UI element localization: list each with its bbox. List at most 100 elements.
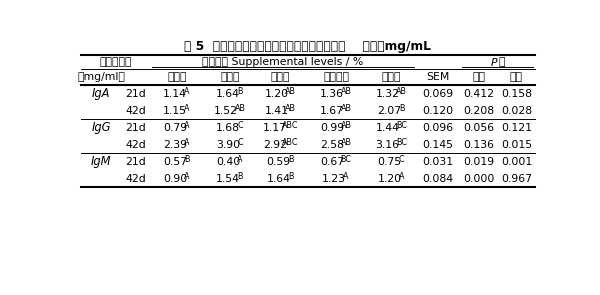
Text: 1.20: 1.20	[377, 174, 401, 183]
Text: IgG: IgG	[92, 121, 111, 134]
Text: 0.069: 0.069	[422, 89, 454, 99]
Text: AB: AB	[285, 87, 296, 96]
Text: B: B	[288, 172, 293, 181]
Text: B: B	[238, 172, 243, 181]
Text: 0.67: 0.67	[320, 157, 344, 167]
Text: C: C	[238, 121, 243, 130]
Text: AB: AB	[396, 87, 407, 96]
Text: 二次: 二次	[510, 72, 523, 82]
Text: 1.15: 1.15	[163, 106, 187, 116]
Text: AB: AB	[341, 87, 352, 96]
Text: A: A	[184, 121, 190, 130]
Text: 0.158: 0.158	[501, 89, 532, 99]
Text: 1.64: 1.64	[266, 174, 290, 183]
Text: 较高剂量: 较高剂量	[323, 72, 349, 82]
Text: AB: AB	[341, 104, 352, 113]
Text: 免疫球蛋白: 免疫球蛋白	[99, 57, 131, 67]
Text: A: A	[184, 104, 190, 113]
Text: BC: BC	[396, 121, 407, 130]
Text: 高剂量: 高剂量	[382, 72, 401, 82]
Text: 1.32: 1.32	[376, 89, 400, 99]
Text: 1.36: 1.36	[320, 89, 344, 99]
Text: 0.121: 0.121	[501, 123, 532, 133]
Text: 0.120: 0.120	[422, 106, 454, 116]
Text: 添加水平 Supplemental levels / %: 添加水平 Supplemental levels / %	[202, 57, 364, 67]
Text: 0.208: 0.208	[463, 106, 494, 116]
Text: B: B	[399, 104, 404, 113]
Text: 0.79: 0.79	[163, 123, 187, 133]
Text: B: B	[288, 155, 293, 164]
Text: 表 5  葛根总黄酮对肉鸡血清免疫球蛋白的影响    单位：mg/mL: 表 5 葛根总黄酮对肉鸡血清免疫球蛋白的影响 单位：mg/mL	[184, 40, 431, 53]
Text: BC: BC	[341, 155, 352, 164]
Text: SEM: SEM	[427, 72, 450, 82]
Text: 0.967: 0.967	[501, 174, 532, 183]
Text: 1.17: 1.17	[263, 123, 287, 133]
Text: 0.028: 0.028	[501, 106, 532, 116]
Text: 2.92: 2.92	[263, 140, 287, 150]
Text: 1.64: 1.64	[216, 89, 240, 99]
Text: 0.136: 0.136	[463, 140, 494, 150]
Text: 21d: 21d	[125, 89, 146, 99]
Text: 0.084: 0.084	[422, 174, 454, 183]
Text: A: A	[184, 138, 190, 147]
Text: 0.90: 0.90	[163, 174, 187, 183]
Text: BC: BC	[396, 138, 407, 147]
Text: 1.44: 1.44	[376, 123, 400, 133]
Text: AB: AB	[341, 121, 352, 130]
Text: 0.056: 0.056	[463, 123, 494, 133]
Text: 2.39: 2.39	[163, 140, 187, 150]
Text: 0.031: 0.031	[422, 157, 454, 167]
Text: 2.07: 2.07	[377, 106, 401, 116]
Text: 0.412: 0.412	[463, 89, 494, 99]
Text: C: C	[399, 155, 404, 164]
Text: A: A	[399, 172, 404, 181]
Text: A: A	[184, 87, 190, 96]
Text: 0.096: 0.096	[422, 123, 454, 133]
Text: 42d: 42d	[125, 174, 146, 183]
Text: 0.75: 0.75	[377, 157, 401, 167]
Text: AB: AB	[341, 138, 352, 147]
Text: 1.52: 1.52	[214, 106, 238, 116]
Text: A: A	[184, 172, 190, 181]
Text: IgA: IgA	[92, 87, 110, 100]
Text: （mg/ml）: （mg/ml）	[77, 72, 125, 82]
Text: 0.015: 0.015	[501, 140, 532, 150]
Text: AB: AB	[285, 104, 296, 113]
Text: 2.58: 2.58	[320, 140, 344, 150]
Text: 1.23: 1.23	[322, 174, 346, 183]
Text: 42d: 42d	[125, 106, 146, 116]
Text: 1.14: 1.14	[163, 89, 187, 99]
Text: C: C	[238, 138, 243, 147]
Text: A: A	[343, 172, 349, 181]
Text: 1.20: 1.20	[265, 89, 289, 99]
Text: ABC: ABC	[283, 138, 299, 147]
Text: 0.40: 0.40	[216, 157, 240, 167]
Text: 3.90: 3.90	[216, 140, 240, 150]
Text: 0.57: 0.57	[163, 157, 187, 167]
Text: 0.001: 0.001	[501, 157, 532, 167]
Text: 21d: 21d	[125, 157, 146, 167]
Text: 0.000: 0.000	[463, 174, 494, 183]
Text: $P$: $P$	[490, 55, 499, 68]
Text: 0.019: 0.019	[463, 157, 494, 167]
Text: 1.68: 1.68	[216, 123, 240, 133]
Text: B: B	[238, 87, 243, 96]
Text: 低剂量: 低剂量	[220, 72, 240, 82]
Text: B: B	[184, 155, 190, 164]
Text: 1.67: 1.67	[320, 106, 344, 116]
Text: A: A	[238, 155, 243, 164]
Text: 0.59: 0.59	[266, 157, 290, 167]
Text: 对照组: 对照组	[167, 72, 187, 82]
Text: 42d: 42d	[125, 140, 146, 150]
Text: 0.99: 0.99	[320, 123, 344, 133]
Text: AB: AB	[235, 104, 245, 113]
Text: 1.41: 1.41	[265, 106, 289, 116]
Text: 1.54: 1.54	[216, 174, 240, 183]
Text: IgM: IgM	[91, 155, 112, 168]
Text: 0.145: 0.145	[423, 140, 454, 150]
Text: 21d: 21d	[125, 123, 146, 133]
Text: ABC: ABC	[283, 121, 299, 130]
Text: 线性: 线性	[472, 72, 485, 82]
Text: 值: 值	[498, 57, 505, 67]
Text: 中剂量: 中剂量	[271, 72, 290, 82]
